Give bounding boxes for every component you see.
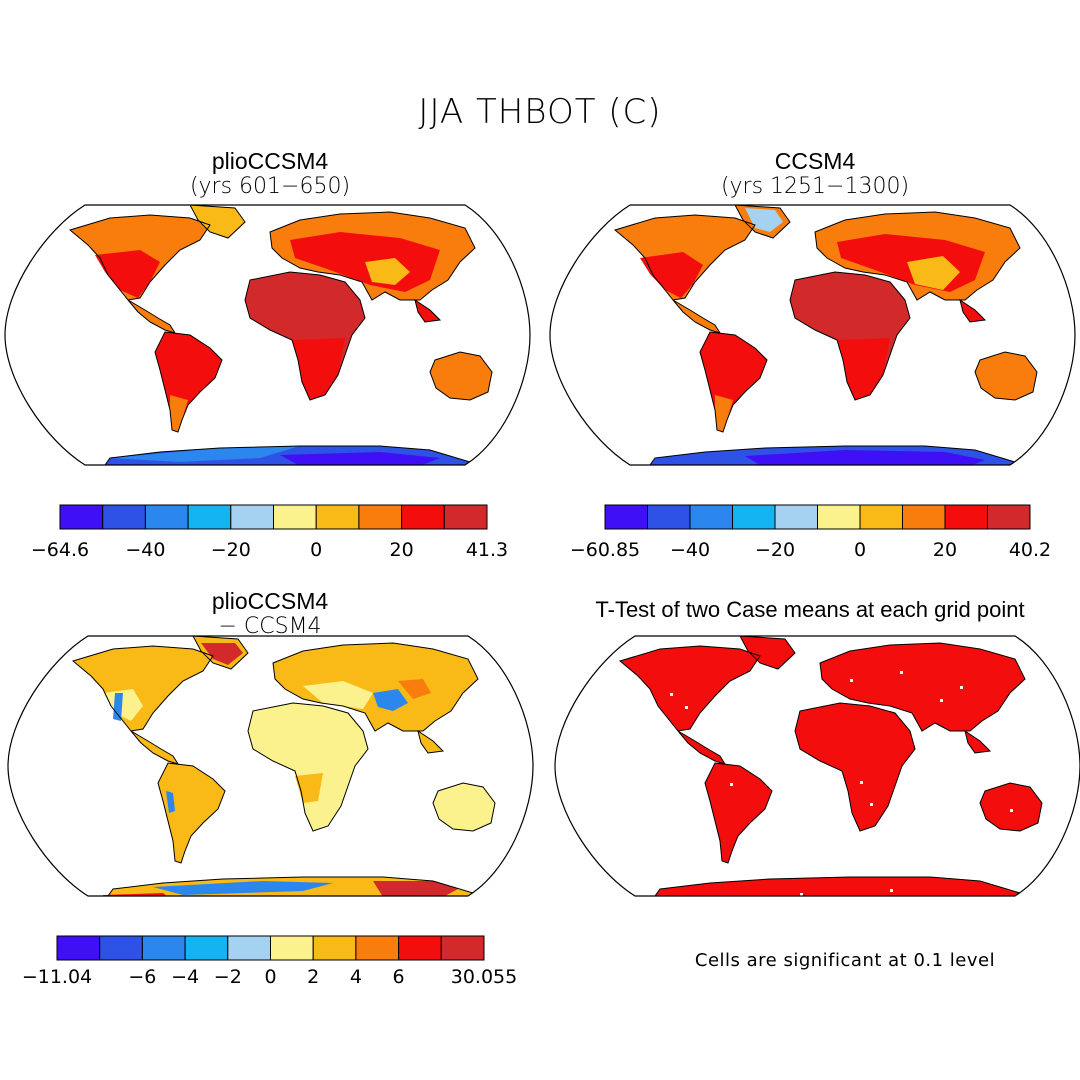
colorbar-swatch	[59, 504, 104, 530]
colorbar-tick-label: 0	[264, 966, 276, 988]
colorbar-swatch	[141, 935, 186, 961]
colorbar-swatch	[774, 504, 818, 530]
significance-note: Cells are significant at 0.1 level	[694, 950, 996, 971]
colorbar-tick-label: −40	[125, 539, 165, 561]
colorbar-tick-label: −40	[670, 539, 710, 561]
colorbar-tick-label: −20	[755, 539, 795, 561]
colorbar-tick-label: −2	[214, 966, 242, 988]
panel-1-years: (yrs 601−650)	[189, 174, 351, 199]
colorbar-swatch	[647, 504, 691, 530]
colorbar-swatch	[604, 504, 648, 530]
colorbar-swatch	[440, 935, 485, 961]
colorbar-swatch	[401, 504, 445, 530]
colorbar-tick-label: −11.04	[22, 966, 92, 988]
colorbar-tick-label: −60.85	[570, 539, 640, 561]
colorbar-swatch	[732, 504, 776, 530]
colorbar-swatch	[270, 935, 314, 961]
figure-title: JJA THBOT (C)	[418, 92, 662, 132]
colorbar-tick-label: 20	[390, 539, 414, 561]
colorbar-swatch	[184, 935, 229, 961]
map-panel-1	[4, 204, 531, 466]
colorbar-swatch	[398, 935, 442, 961]
colorbar-swatch	[56, 935, 101, 961]
colorbar-swatch	[817, 504, 861, 530]
colorbar-tick-label: 40.2	[1009, 539, 1051, 561]
panel-4-title: T-Test of two Case means at each grid po…	[595, 597, 1025, 622]
colorbar-swatch	[443, 504, 488, 530]
colorbar-tick-label: 30.055	[451, 966, 517, 988]
colorbar-tick-label: 2	[307, 966, 319, 988]
colorbar-swatch	[315, 504, 360, 530]
colorbar-swatch	[355, 935, 400, 961]
colorbar-swatch	[358, 504, 403, 530]
panel-2-years: (yrs 1251−1300)	[720, 174, 910, 199]
colorbar-swatch	[902, 504, 946, 530]
map-panel-2	[549, 204, 1076, 466]
panel-3-title: plioCCSM4 − CCSM4	[120, 588, 420, 640]
colorbar-tick-label: 4	[350, 966, 362, 988]
colorbar-2: −60.85 −40 −20 0 20 40.2	[570, 504, 1051, 561]
colorbar-swatch	[99, 935, 143, 961]
colorbar-tick-label: 0	[310, 539, 322, 561]
map-panel-3	[7, 635, 534, 897]
colorbar-tick-label: 20	[933, 539, 957, 561]
colorbar-swatch	[230, 504, 275, 530]
colorbar-swatch	[689, 504, 733, 530]
colorbar-swatch	[859, 504, 903, 530]
colorbar-tick-label: −64.6	[31, 539, 89, 561]
colorbar-swatch	[187, 504, 232, 530]
colorbar-swatch	[273, 504, 317, 530]
colorbar-swatch	[944, 504, 988, 530]
colorbar-swatch	[102, 504, 146, 530]
colorbar-tick-label: −4	[171, 966, 199, 988]
colorbar-tick-label: 41.3	[466, 539, 508, 561]
panel-3-minus: − CCSM4	[218, 614, 322, 639]
colorbar-tick-label: −20	[211, 539, 251, 561]
colorbar-tick-label: 0	[854, 539, 866, 561]
panel-2-title: CCSM4 (yrs 1251−1300)	[665, 148, 965, 200]
panel-1-name: plioCCSM4	[211, 148, 329, 174]
panel-2-name: CCSM4	[774, 148, 856, 174]
panel-3-name: plioCCSM4	[211, 588, 329, 614]
colorbar-1: −64.6 −40 −20 0 20 41.3	[31, 504, 508, 561]
colorbar-swatch	[144, 504, 189, 530]
colorbar-3: −11.04 −6 −4 −2 0 2 4 6 30.055	[22, 935, 517, 988]
colorbar-swatch	[312, 935, 357, 961]
colorbar-swatch	[987, 504, 1031, 530]
colorbar-tick-label: −6	[128, 966, 156, 988]
colorbar-swatch	[227, 935, 272, 961]
panel-1-title: plioCCSM4 (yrs 601−650)	[120, 148, 420, 200]
colorbar-tick-label: 6	[393, 966, 405, 988]
map-panel-4	[554, 635, 1080, 897]
